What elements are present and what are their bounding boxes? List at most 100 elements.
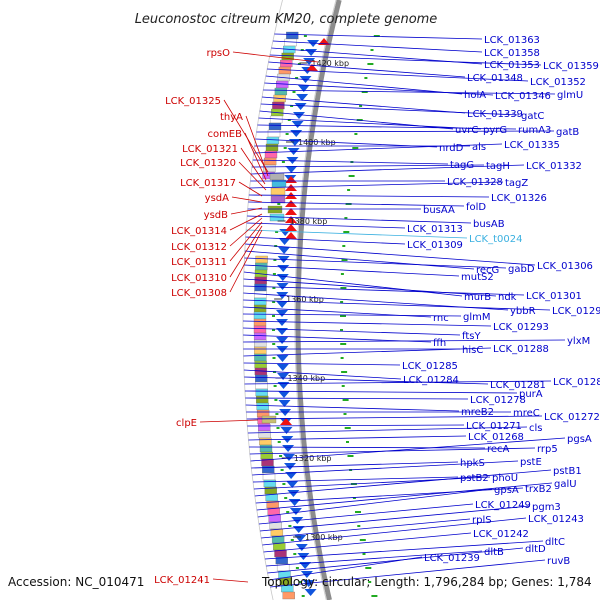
tick-mark [277, 441, 281, 443]
gene-block [255, 262, 268, 271]
label-leader-line [245, 243, 536, 266]
label-leader-line [229, 225, 263, 278]
gene-label-rrp5: rrp5 [537, 444, 558, 455]
tick-mark [359, 105, 363, 107]
label-leader-line [244, 390, 518, 394]
label-leader-line [268, 61, 466, 78]
forward-gene-arrow [278, 247, 291, 254]
tick-mark [272, 287, 276, 289]
label-leader-line [252, 159, 449, 165]
tick-mark [342, 245, 346, 247]
gene-label-pyrg: pyrG [483, 125, 507, 136]
kbp-label: 1400 kbp [298, 138, 336, 147]
label-leader-line [272, 40, 483, 53]
label-leader-line [270, 559, 546, 588]
gene-block [260, 451, 273, 460]
forward-gene-arrow [280, 427, 293, 434]
gene-label-tagz: tagZ [505, 178, 528, 189]
tick-mark [373, 35, 380, 37]
tick-mark [346, 441, 349, 443]
gene-block [265, 143, 279, 152]
gene-block [253, 332, 267, 341]
label-leader-line [199, 419, 259, 423]
gene-label-lck_01288: LCK_01288 [493, 344, 549, 355]
forward-gene-arrow [277, 382, 290, 389]
label-leader-line [229, 213, 263, 231]
tick-mark [341, 385, 345, 387]
label-leader-line [238, 161, 267, 191]
tick-mark [282, 483, 286, 485]
tick-mark [298, 581, 302, 583]
tick-mark [295, 77, 299, 79]
gene-label-glmu: glmU [557, 90, 583, 101]
gene-label-dltc: dltC [545, 537, 565, 548]
gene-label-lck_01284: LCK_01284 [403, 375, 459, 386]
tick-mark [347, 189, 351, 191]
tick-mark [340, 287, 347, 289]
label-leader-line [257, 488, 493, 518]
forward-gene-arrow [291, 121, 304, 128]
tick-mark [355, 511, 361, 513]
tick-mark [290, 539, 294, 541]
gene-label-phou: phoU [492, 473, 518, 484]
label-leader-line [260, 103, 520, 116]
label-leader-line [250, 437, 566, 462]
gene-label-ysda: ysdA [205, 193, 229, 204]
tick-mark [290, 105, 294, 107]
reverse-gene-block [267, 205, 283, 214]
gene-block [269, 115, 283, 124]
reverse-gene-block [269, 172, 285, 181]
label-leader-line [245, 115, 269, 177]
gene-block [254, 297, 267, 306]
label-leader-line [252, 460, 519, 476]
label-leader-line [261, 96, 466, 114]
gene-label-trxb2: trxB2 [525, 484, 552, 495]
tick-mark [272, 329, 275, 331]
gene-label-ndk: ndk [498, 292, 517, 303]
gene-label-lck_01301: LCK_01301 [526, 291, 582, 302]
gene-label-lck_01241: LCK_01241 [154, 575, 210, 586]
kbp-label: 1300 kbp [305, 533, 343, 542]
forward-gene-arrow [286, 481, 299, 488]
label-leader-line [243, 362, 401, 366]
gene-block [263, 479, 277, 488]
label-leader-line [257, 124, 517, 130]
gene-label-dltb: dltB [484, 547, 504, 558]
gene-label-pgm3: pgm3 [532, 502, 561, 513]
forward-gene-arrow [303, 58, 316, 65]
tick-mark [340, 301, 344, 303]
gene-block [253, 325, 267, 334]
gene-label-lck_01242: LCK_01242 [473, 529, 529, 540]
tick-mark [340, 343, 347, 345]
label-leader-line [249, 446, 486, 449]
forward-gene-arrow [278, 400, 291, 407]
gene-label-lck_01281: LCK_01281 [490, 380, 546, 391]
label-leader-line [248, 435, 467, 441]
gene-block [278, 66, 292, 75]
label-leader-line [262, 517, 527, 546]
gene-label-lck_01353: LCK_01353 [484, 60, 540, 71]
forward-gene-arrow [276, 274, 289, 281]
gene-label-lck_01313: LCK_01313 [407, 224, 463, 235]
gene-block [268, 122, 282, 131]
label-leader-line [243, 339, 566, 343]
gene-label-lck_01271: LCK_01271 [466, 421, 522, 432]
tick-mark [275, 231, 279, 233]
gene-label-thya: thyA [220, 112, 243, 123]
gene-label-cls: cls [529, 423, 543, 434]
topology-summary: Topology: circular; Length: 1,796,284 bp… [261, 575, 592, 589]
label-leader-line [269, 54, 542, 66]
reverse-gene-arrow [280, 418, 292, 425]
gene-label-muts2: mutS2 [461, 272, 494, 283]
gene-label-mrec: mreC [513, 408, 540, 419]
reverse-gene-arrow [285, 232, 297, 239]
reverse-gene-block [270, 187, 286, 196]
forward-gene-arrow [276, 355, 289, 362]
gene-label-pgsa: pgsA [567, 434, 592, 445]
label-leader-line [243, 369, 402, 380]
gene-label-ysdb: ysdB [204, 210, 228, 221]
tick-mark [359, 539, 366, 541]
label-leader-line [258, 503, 474, 525]
gene-label-lck_01310: LCK_01310 [171, 273, 227, 284]
